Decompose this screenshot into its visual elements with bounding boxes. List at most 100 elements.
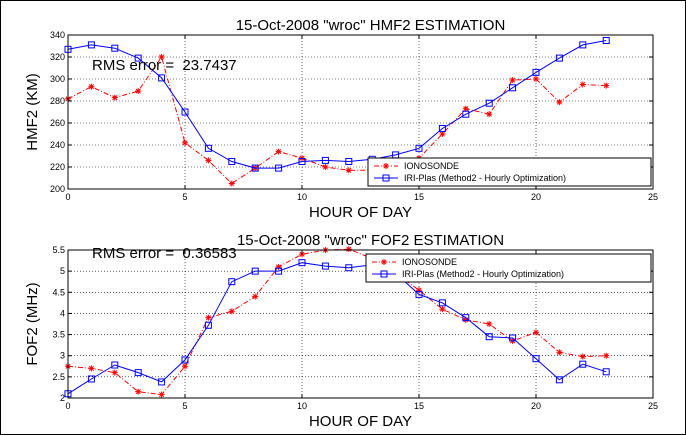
series-line bbox=[67, 40, 607, 169]
hmf2-x-axis-label: HOUR OF DAY bbox=[309, 204, 412, 221]
hmf2-y-axis-label: HMF2 (KM) bbox=[24, 73, 41, 151]
data-point bbox=[438, 299, 446, 307]
data-point bbox=[228, 278, 236, 286]
data-point bbox=[251, 164, 259, 172]
data-point bbox=[415, 144, 423, 152]
data-point bbox=[533, 76, 539, 82]
data-point bbox=[87, 375, 95, 383]
x-tick-label: 15 bbox=[414, 192, 424, 202]
x-tick-label: 20 bbox=[531, 192, 541, 202]
hmf2-legend: IONOSONDE IRI-Plas (Method2 - Hourly Opt… bbox=[367, 157, 652, 187]
hmf2-chart: 0 5 10 15 20 25 200 220 240 260 280 300 320 340 15-Oc… bbox=[24, 17, 658, 221]
y-tick-label: 300 bbox=[50, 74, 65, 84]
data-point bbox=[275, 263, 282, 270]
data-point bbox=[439, 306, 446, 313]
fof2-x-axis-label: HOUR OF DAY bbox=[309, 413, 412, 430]
data-point bbox=[228, 180, 235, 187]
series-line bbox=[67, 55, 607, 185]
data-point bbox=[322, 164, 329, 170]
fof2-legend-box bbox=[365, 253, 652, 283]
data-point bbox=[111, 94, 118, 101]
data-point bbox=[345, 167, 352, 174]
data-point bbox=[158, 378, 166, 386]
hmf2-series bbox=[64, 37, 610, 187]
fof2-legend-iri-symbol bbox=[372, 270, 396, 278]
hmf2-title: 15-Oct-2008 "wroc" HMF2 ESTIMATION bbox=[236, 17, 506, 34]
data-point bbox=[87, 41, 95, 49]
data-point bbox=[486, 111, 493, 118]
legend-marker bbox=[381, 259, 387, 265]
data-point bbox=[603, 82, 610, 89]
data-point bbox=[555, 376, 563, 384]
data-point bbox=[321, 262, 329, 270]
data-point bbox=[415, 290, 423, 298]
fof2-y-axis-label: FOF2 (MHz) bbox=[24, 282, 41, 365]
y-tick-label: 220 bbox=[50, 162, 65, 172]
x-tick-label: 10 bbox=[297, 401, 307, 411]
y-tick-label: 2.5 bbox=[52, 372, 65, 382]
legend-marker bbox=[380, 270, 388, 278]
y-tick-label: 280 bbox=[50, 96, 65, 106]
data-point bbox=[228, 308, 235, 315]
data-point bbox=[462, 110, 470, 118]
data-point bbox=[111, 369, 118, 376]
legend-marker bbox=[383, 163, 389, 169]
data-point bbox=[438, 125, 446, 132]
data-point bbox=[556, 349, 563, 356]
data-point bbox=[134, 54, 142, 62]
data-point bbox=[579, 353, 586, 360]
x-tick-label: 20 bbox=[531, 401, 541, 411]
data-point bbox=[603, 352, 610, 359]
hmf2-legend-iri-symbol bbox=[374, 174, 398, 182]
data-point bbox=[111, 44, 119, 52]
data-point bbox=[252, 293, 259, 300]
data-point bbox=[485, 333, 493, 341]
data-point bbox=[205, 314, 212, 321]
data-point bbox=[345, 264, 353, 272]
x-tick-label: 15 bbox=[414, 401, 424, 411]
data-point bbox=[485, 99, 493, 107]
data-point bbox=[532, 355, 540, 363]
data-point bbox=[555, 54, 563, 62]
fof2-legend-ionosonde-symbol bbox=[372, 259, 396, 265]
fof2-legend: IONOSONDE IRI-Plas (Method2 - Hourly Opt… bbox=[365, 253, 652, 283]
data-point bbox=[158, 74, 166, 82]
data-point bbox=[579, 81, 586, 88]
data-point bbox=[486, 321, 493, 327]
data-point bbox=[134, 369, 142, 377]
data-point bbox=[275, 267, 283, 275]
data-point bbox=[204, 321, 212, 329]
data-point bbox=[181, 356, 189, 364]
y-tick-label: 320 bbox=[50, 52, 65, 62]
y-tick-label: 260 bbox=[50, 118, 65, 128]
hmf2-legend-iri-label: IRI-Plas (Method2 - Hourly Optimization) bbox=[404, 173, 566, 183]
y-tick-label: 5 bbox=[60, 266, 65, 276]
fof2-ticks: 0 5 10 15 20 25 2 2.5 3 3.5 4 4.5 5 5.5 bbox=[52, 245, 658, 411]
data-point bbox=[509, 77, 516, 84]
legend-marker bbox=[382, 174, 390, 182]
y-tick-label: 4 bbox=[60, 308, 65, 318]
x-tick-label: 0 bbox=[65, 192, 70, 202]
data-point bbox=[88, 365, 95, 372]
x-tick-label: 25 bbox=[648, 401, 658, 411]
data-point bbox=[275, 148, 282, 155]
data-point bbox=[135, 388, 142, 395]
hmf2-axes-box bbox=[67, 34, 654, 190]
fof2-chart: 0 5 10 15 20 25 2 2.5 3 3.5 4 4.5 5 5.5 15-Oct-2008 "… bbox=[24, 232, 658, 430]
data-point bbox=[602, 368, 610, 376]
data-point bbox=[298, 259, 306, 267]
data-point bbox=[205, 157, 212, 164]
series-ionosonde bbox=[65, 54, 610, 187]
data-point bbox=[158, 391, 165, 398]
x-tick-label: 0 bbox=[65, 401, 70, 411]
hmf2-rms-annotation: RMS error = 23.7437 bbox=[92, 57, 237, 74]
x-tick-label: 10 bbox=[297, 192, 307, 202]
data-point bbox=[182, 139, 188, 146]
x-tick-label: 25 bbox=[648, 192, 658, 202]
data-point bbox=[345, 246, 352, 253]
data-point bbox=[509, 334, 517, 342]
data-point bbox=[204, 144, 212, 152]
y-tick-label: 3 bbox=[60, 351, 65, 361]
data-point bbox=[556, 99, 563, 106]
data-point bbox=[298, 158, 306, 165]
